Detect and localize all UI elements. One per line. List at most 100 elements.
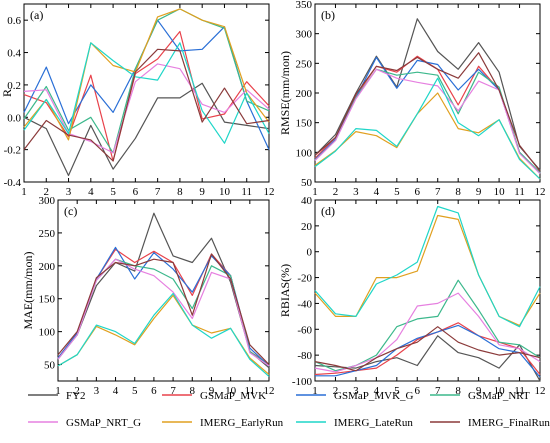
x-tick-label: 5 bbox=[110, 186, 116, 198]
y-tick-label: 0.6 bbox=[7, 15, 21, 27]
legend-item: FY2 bbox=[28, 390, 86, 402]
x-tick-label: 3 bbox=[353, 385, 359, 397]
y-tick-label: 100 bbox=[39, 327, 56, 339]
legend-label: GSMaP_MVK bbox=[200, 390, 266, 402]
legend-item: GSMaP_NRT bbox=[430, 390, 530, 402]
x-tick-label: 5 bbox=[394, 385, 400, 397]
x-tick-label: 2 bbox=[333, 186, 339, 198]
y-axis-label: RMSE(mm/mon) bbox=[278, 51, 292, 135]
x-tick-label: 10 bbox=[219, 186, 231, 198]
x-tick-label: 12 bbox=[535, 186, 546, 198]
y-axis-label: MAE(mm/mon) bbox=[21, 252, 35, 330]
x-tick-label: 4 bbox=[374, 186, 380, 198]
x-tick-label: 11 bbox=[514, 186, 525, 198]
x-tick-label: 9 bbox=[209, 385, 215, 397]
x-tick-label: 6 bbox=[151, 385, 157, 397]
series-line-imerg-earlyrun bbox=[23, 8, 270, 141]
series-line-imerg-finalrun bbox=[314, 52, 541, 172]
series-line-gsmap-nrt-g bbox=[314, 292, 541, 373]
x-tick-label: 9 bbox=[476, 186, 482, 198]
x-tick-label: 11 bbox=[241, 186, 252, 198]
x-tick-label: 10 bbox=[494, 385, 506, 397]
x-tick-label: 8 bbox=[190, 385, 196, 397]
y-tick-label: 50 bbox=[301, 177, 313, 189]
panel-tag: (b) bbox=[321, 8, 335, 22]
x-tick-label: 1 bbox=[312, 186, 318, 198]
x-tick-label: 3 bbox=[66, 186, 72, 198]
y-tick-label: 250 bbox=[296, 58, 313, 70]
y-tick-label: -40 bbox=[297, 298, 312, 310]
panel-tag: (d) bbox=[321, 204, 335, 218]
series-line-gsmap-nrt bbox=[57, 258, 270, 367]
x-tick-label: 4 bbox=[88, 186, 94, 198]
y-tick-label: 0.4 bbox=[7, 48, 21, 60]
x-tick-label: 7 bbox=[435, 385, 441, 397]
series-line-imerg-finalrun bbox=[57, 253, 270, 365]
panels: -0.4-0.20.00.20.40.61 2 3 4 5 6 7 8 9 10 11 12R(a)5… bbox=[0, 0, 546, 397]
x-tick-label: 12 bbox=[264, 385, 275, 397]
x-tick-label: 2 bbox=[333, 385, 339, 397]
series-line-fy2 bbox=[57, 212, 270, 369]
y-tick-label: 100 bbox=[296, 147, 313, 159]
y-tick-label: 0.2 bbox=[7, 80, 21, 92]
series-line-imerg-earlyrun bbox=[314, 214, 541, 326]
legend-item: GSMaP_MVK bbox=[162, 390, 266, 402]
x-tick-label: 5 bbox=[394, 186, 400, 198]
panel-tag: (c) bbox=[64, 204, 77, 218]
legend-item: IMERG_EarlyRun bbox=[162, 417, 284, 429]
x-tick-label: 2 bbox=[74, 385, 80, 397]
x-tick-label: 8 bbox=[177, 186, 183, 198]
y-tick-label: -20 bbox=[297, 273, 312, 285]
y-tick-label: -100 bbox=[292, 376, 313, 388]
x-tick-label: 6 bbox=[415, 385, 421, 397]
series-line-gsmap-mvk-g bbox=[314, 56, 541, 174]
series-line-fy2 bbox=[314, 18, 541, 171]
x-tick-label: 3 bbox=[353, 186, 359, 198]
y-tick-label: 50 bbox=[44, 360, 56, 372]
legend-label: GSMaP_NRT bbox=[468, 390, 530, 402]
plot-frame bbox=[314, 3, 541, 183]
x-tick-label: 7 bbox=[435, 186, 441, 198]
x-tick-label: 5 bbox=[132, 385, 138, 397]
x-tick-label: 8 bbox=[455, 186, 461, 198]
x-tick-label: 7 bbox=[155, 186, 161, 198]
y-tick-label: 350 bbox=[296, 0, 313, 11]
x-tick-label: 1 bbox=[312, 385, 318, 397]
x-tick-label: 9 bbox=[476, 385, 482, 397]
panel-1: -0.4-0.20.00.20.40.61 2 3 4 5 6 7 8 9 10 11 12R(a) bbox=[0, 3, 275, 198]
x-tick-label: 10 bbox=[225, 385, 237, 397]
legend-label: GSMaP_MVK_G bbox=[334, 390, 414, 402]
x-tick-label: 12 bbox=[535, 385, 546, 397]
series-line-gsmap-nrt-g bbox=[314, 68, 541, 175]
series-line-imerg-laterun bbox=[314, 205, 541, 328]
x-tick-label: 8 bbox=[455, 385, 461, 397]
legend-label: FY2 bbox=[66, 390, 86, 402]
x-tick-label: 1 bbox=[55, 385, 61, 397]
y-tick-label: 300 bbox=[296, 29, 313, 41]
y-tick-label: 40 bbox=[301, 195, 313, 207]
series-line-fy2 bbox=[314, 335, 541, 382]
series-line-gsmap-nrt bbox=[314, 279, 541, 372]
y-tick-label: -80 bbox=[297, 350, 312, 362]
legend-label: IMERG_FinalRun bbox=[468, 417, 550, 429]
y-tick-label: 200 bbox=[39, 261, 56, 273]
series-line-gsmap-nrt bbox=[314, 68, 541, 173]
legend-item: IMERG_LateRun bbox=[296, 417, 413, 429]
legend-item: GSMaP_NRT_G bbox=[28, 417, 141, 429]
series-line-imerg-finalrun bbox=[314, 326, 541, 372]
x-tick-label: 9 bbox=[199, 186, 205, 198]
legend-item: GSMaP_MVK_G bbox=[296, 390, 414, 402]
x-tick-label: 10 bbox=[494, 186, 506, 198]
series-line-imerg-laterun bbox=[23, 42, 270, 144]
x-tick-label: 4 bbox=[374, 385, 380, 397]
series-line-fy2 bbox=[23, 82, 270, 177]
series-line-imerg-finalrun bbox=[23, 48, 270, 162]
y-tick-label: -60 bbox=[297, 324, 312, 336]
y-tick-label: 150 bbox=[39, 294, 56, 306]
y-axis-label: R bbox=[0, 89, 14, 97]
y-tick-label: -0.2 bbox=[4, 145, 21, 157]
